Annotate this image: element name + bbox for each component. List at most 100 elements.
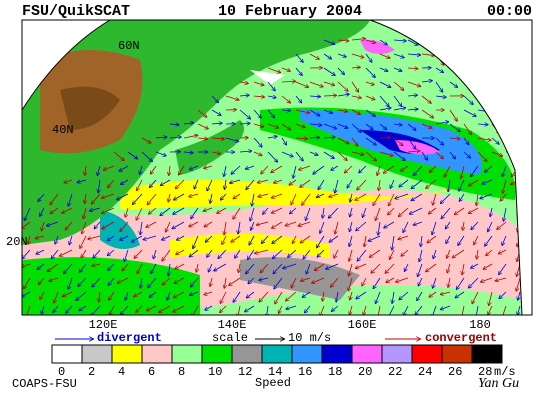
wind-arrow (477, 81, 484, 91)
wind-arrow (281, 110, 290, 111)
wind-arrow (331, 165, 339, 170)
wind-arrow (239, 95, 249, 96)
wind-arrow (469, 277, 479, 288)
colorbar: 0 2 4 6 8 10 12 14 16 18 20 22 24 26 28 m/s (51, 344, 516, 379)
wind-arrow (81, 249, 87, 258)
wind-arrow (421, 54, 435, 56)
wind-arrow (127, 151, 137, 159)
wind-arrow (98, 179, 100, 193)
wind-arrow (399, 179, 409, 187)
wind-arrow (174, 277, 185, 283)
wind-arrow (267, 96, 276, 98)
wind-arrow (350, 193, 352, 202)
wind-arrow (24, 207, 31, 220)
wind-arrow (519, 53, 522, 58)
colorbar-box (411, 344, 443, 364)
wind-arrow (502, 165, 507, 176)
wind-arrow (517, 305, 521, 315)
wind-arrow (444, 165, 451, 177)
wind-arrow (155, 137, 167, 138)
wind-arrow (432, 221, 437, 235)
wind-arrow (299, 165, 311, 170)
wind-arrow (347, 179, 353, 188)
wind-arrow (491, 39, 501, 44)
wind-arrow (121, 179, 129, 184)
header-center: 10 February 2004 (218, 3, 362, 20)
wind-arrow (273, 249, 283, 258)
wind-arrow (148, 277, 157, 288)
wind-arrow (351, 39, 365, 40)
wind-arrow (133, 193, 143, 204)
wind-arrow (168, 193, 170, 202)
wind-arrow (337, 137, 349, 144)
lon-label: 180 (469, 318, 491, 332)
wind-arrow (82, 221, 87, 233)
wind-arrow (26, 305, 31, 315)
wind-arrow (92, 193, 101, 204)
wind-arrow (63, 291, 73, 297)
wind-arrow (77, 180, 87, 182)
wind-arrow (303, 249, 311, 259)
wind-arrow (102, 207, 115, 213)
wind-arrow (176, 179, 185, 189)
wind-arrow (102, 221, 115, 229)
wind-arrow (350, 291, 352, 300)
wind-arrow (426, 179, 437, 188)
colorbar-tick-label: 18 (328, 365, 342, 379)
wind-arrow (51, 249, 59, 258)
wind-arrow (231, 165, 241, 174)
colorbar-tick-label: 26 (448, 365, 462, 379)
wind-arrow (155, 151, 166, 156)
wind-arrow (205, 235, 213, 242)
wind-arrow (108, 179, 115, 188)
wind-arrow (285, 221, 297, 226)
wind-arrow (262, 235, 269, 243)
wind-arrow (189, 165, 199, 170)
wind-arrow (495, 277, 507, 281)
wind-arrow (404, 263, 409, 271)
wind-arrow (173, 207, 185, 214)
wind-arrow (267, 151, 277, 162)
wind-arrow (288, 249, 297, 257)
wind-arrow (162, 277, 171, 285)
wind-arrow (480, 193, 493, 198)
wind-arrow (253, 96, 264, 97)
wind-arrow (476, 305, 478, 315)
lon-label: 120E (89, 318, 118, 332)
wind-arrow (225, 179, 226, 189)
wind-arrow (255, 249, 269, 253)
wind-arrow (306, 207, 311, 220)
colorbar-box (141, 344, 173, 364)
wind-arrow (486, 249, 493, 256)
wind-arrow (516, 277, 521, 291)
wind-arrow (519, 95, 522, 97)
wind-arrow (40, 291, 45, 299)
wind-arrow (328, 207, 339, 218)
wind-arrow (140, 221, 142, 234)
lon-label: 140E (218, 318, 247, 332)
wind-arrow (22, 291, 31, 297)
wind-arrow (379, 151, 393, 156)
wind-arrow (351, 96, 361, 98)
wind-arrow (379, 95, 389, 106)
wind-arrow (246, 263, 255, 274)
wind-arrow (463, 221, 464, 230)
wind-arrow (309, 151, 318, 155)
wind-arrow (435, 151, 443, 159)
wind-arrow (102, 193, 115, 198)
colorbar-tick-label: 6 (148, 365, 155, 379)
scale-label: scale (212, 331, 248, 345)
wind-arrow (239, 82, 248, 83)
wind-arrow (481, 277, 493, 282)
wind-arrow (499, 249, 507, 254)
wind-arrow (435, 39, 447, 40)
wind-arrow (272, 235, 283, 243)
wind-arrow (125, 207, 129, 217)
wind-arrow (239, 109, 250, 119)
wind-arrow (275, 291, 283, 304)
wind-arrow (323, 151, 334, 158)
colorbar-tick-label: 4 (118, 365, 125, 379)
colorbar-box (51, 344, 83, 364)
wind-arrow (289, 179, 297, 185)
wind-arrow (435, 96, 446, 97)
